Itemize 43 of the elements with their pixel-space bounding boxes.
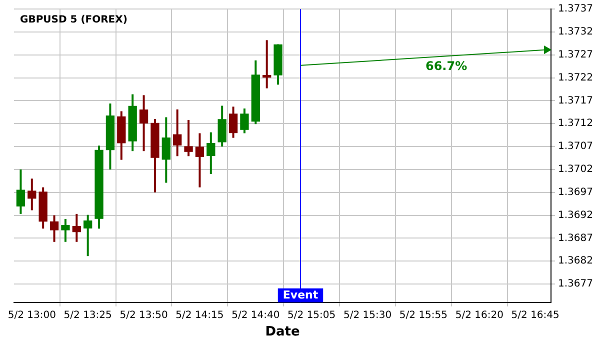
candlestick	[162, 116, 170, 184]
y-tick-label: 1.3702	[558, 164, 594, 176]
y-tick-label: 1.3732	[558, 26, 594, 38]
y-tick-label: 1.3687	[558, 232, 594, 244]
x-tick-label: 5/2 16:45	[511, 310, 560, 321]
x-tick-label: 5/2 15:55	[399, 310, 448, 321]
candlestick	[184, 118, 193, 158]
candlestick	[139, 94, 148, 152]
y-tick-label: 1.3727	[558, 49, 594, 60]
x-tick-label: 5/2 14:15	[176, 310, 224, 321]
y-tick-label: 1.3712	[558, 118, 594, 130]
candlestick	[262, 39, 272, 90]
x-tick-label: 5/2 14:40	[232, 310, 280, 321]
x-tick-label: 5/2 13:25	[64, 310, 112, 321]
y-tick-label: 1.3677	[558, 278, 594, 290]
x-tick-label: 5/2 13:00	[8, 310, 56, 321]
annotation: 66.7%	[425, 59, 468, 74]
y-tick-label: 1.3717	[558, 95, 594, 106]
y-tick-label: 1.3682	[558, 256, 594, 267]
candlestick	[84, 214, 92, 258]
candlestick	[173, 108, 182, 158]
x-tick-label: 5/2 16:20	[455, 310, 504, 321]
y-tick-label: 1.3722	[558, 72, 594, 84]
candlestick	[218, 104, 226, 148]
candlestick	[61, 218, 70, 243]
candlestick	[195, 132, 204, 188]
x-tick-label: 5/2 15:30	[343, 310, 392, 321]
candlestick	[72, 212, 81, 243]
candlestick	[240, 107, 249, 134]
text: GBPUSD 5 (FOREX)	[20, 14, 128, 26]
candlestick	[16, 168, 26, 215]
y-tick-label: 1.3697	[558, 186, 594, 198]
candlestick	[50, 214, 59, 243]
x-axis-title: Date	[265, 324, 300, 340]
ref-line-label: Event	[282, 288, 318, 302]
y-tick-label: 1.3692	[558, 210, 594, 221]
candlestick	[206, 131, 216, 176]
y-tick-label: 1.3737	[558, 4, 594, 15]
candlestick	[28, 178, 36, 212]
y-tick-label: 1.3707	[558, 141, 594, 152]
x-tick-label: 5/2 15:05	[288, 310, 336, 321]
x-tick-label: 5/2 13:50	[120, 310, 168, 321]
candlestick	[228, 106, 238, 139]
